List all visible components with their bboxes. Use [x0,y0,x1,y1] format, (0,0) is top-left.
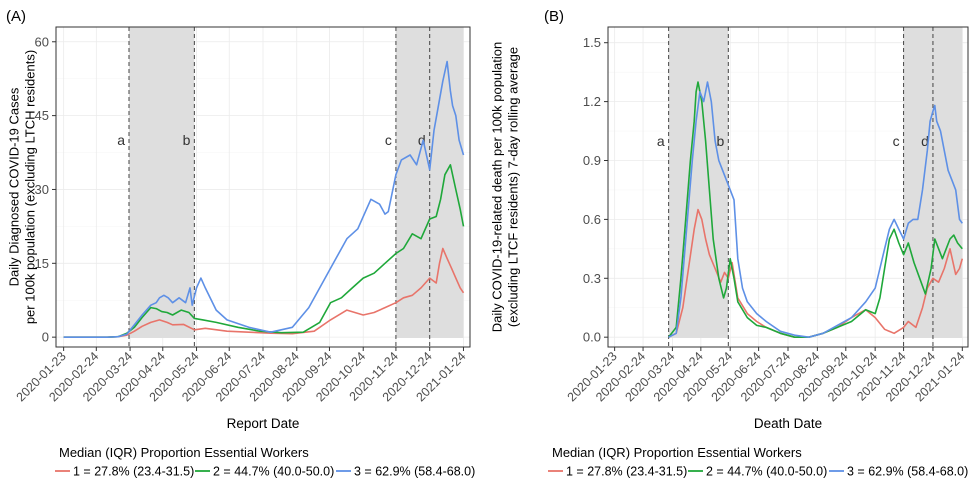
series-line-3 [668,81,963,338]
event-label-b: b [183,132,191,148]
series-line-2 [63,164,465,338]
event-label-d: d [921,133,929,149]
panel-b: a b c d0.00.30.60.91.21.52020-01-232020-02-… [490,8,969,479]
y-axis-title-line2: (excluding LTCF residents) 7-day rolling… [506,47,521,327]
y-tick-label: 0.9 [583,153,601,168]
panel-label: (B) [544,8,564,25]
y-tick-label: 30 [35,182,49,197]
legend-label-2: 2 = 44.7% (40.0-50.0) [706,465,827,479]
legend-label-3: 3 = 62.9% (58.4-68.0) [354,465,475,479]
y-tick-label: 1.5 [583,35,601,50]
y-tick-label: 0.6 [583,212,601,227]
x-axis-title: Death Date [754,416,822,431]
legend-label-1: 1 = 27.8% (23.4-31.5) [73,465,194,479]
y-tick-label: 60 [35,34,49,49]
y-axis-title-line2: per 100k population (excluding LTCH resi… [23,50,38,324]
y-tick-label: 0 [42,330,49,345]
legend-title: Median (IQR) Proportion Essential Worker… [59,445,309,460]
legend-label-3: 3 = 62.9% (58.4-68.0) [847,465,968,479]
y-tick-label: 0.0 [583,330,601,345]
legend-label-1: 1 = 27.8% (23.4-31.5) [566,465,687,479]
event-label-b: b [717,133,725,149]
panel-label: (A) [6,8,26,25]
y-tick-label: 0.3 [583,271,601,286]
event-label-a: a [657,133,665,149]
event-label-c: c [893,133,900,149]
legend-label-2: 2 = 44.7% (40.0-50.0) [213,465,334,479]
series-line-1 [63,247,465,338]
x-axis-title: Report Date [227,416,300,431]
series-line-3 [63,60,465,338]
shaded-region [128,27,195,338]
y-tick-label: 15 [35,256,49,271]
event-label-d: d [418,132,426,148]
panel-a: a b c d0153045602020-01-232020-02-242020-03… [6,8,475,479]
event-label-c: c [385,132,392,148]
shaded-region [668,27,729,338]
y-axis-title: Daily COVID-19-related death per 100k po… [490,42,505,333]
y-axis-title: Daily Diagnosed COVID-19 Cases [7,87,22,286]
y-tick-label: 45 [35,108,49,123]
y-tick-label: 1.2 [583,94,601,109]
legend-title: Median (IQR) Proportion Essential Worker… [552,445,802,460]
event-label-a: a [117,132,125,148]
